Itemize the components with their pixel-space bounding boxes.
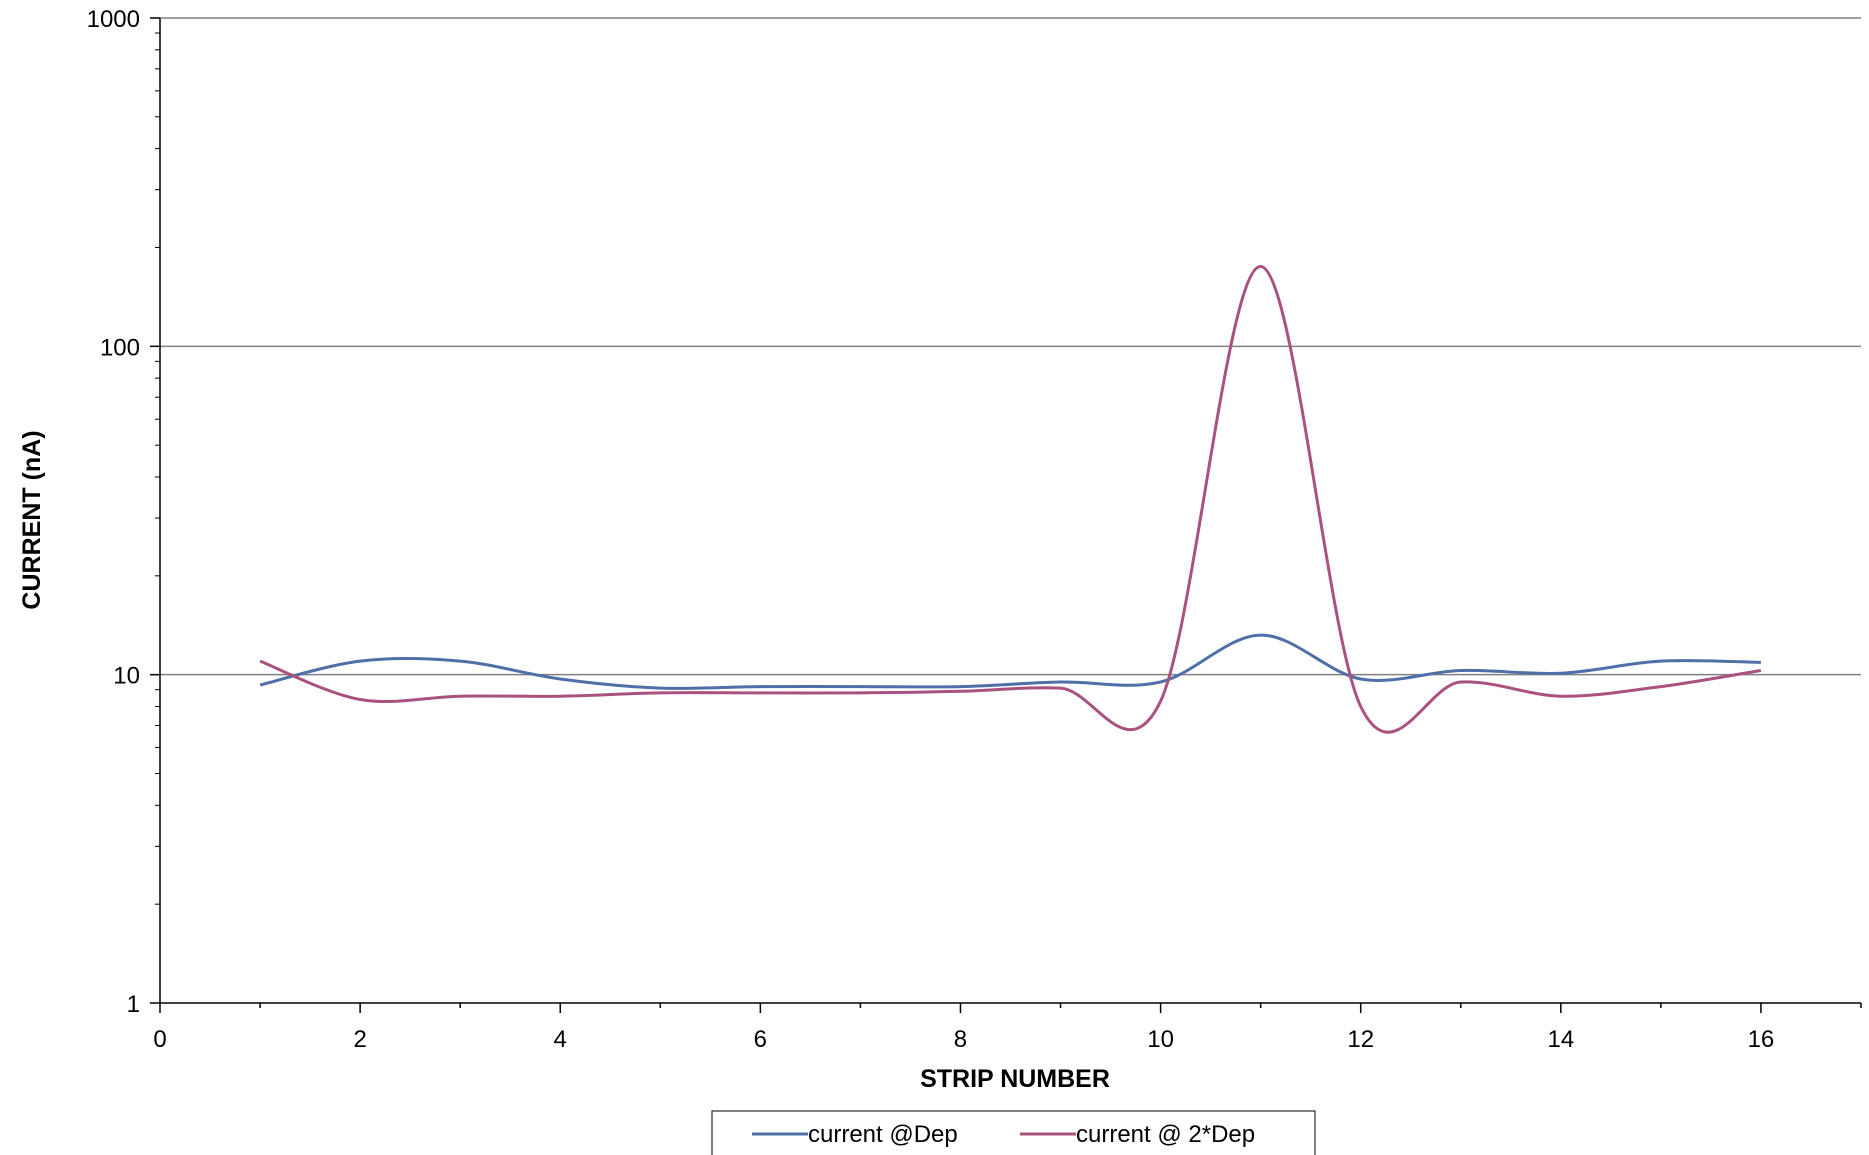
legend-label-current-at-dep: current @Dep bbox=[808, 1121, 958, 1148]
y-tick-label: 1000 bbox=[87, 6, 140, 33]
x-tick-label: 12 bbox=[1347, 1026, 1374, 1053]
legend-label-current-at-2dep: current @ 2*Dep bbox=[1076, 1121, 1255, 1148]
y-tick-label: 10 bbox=[113, 663, 140, 690]
x-tick-label: 14 bbox=[1547, 1026, 1574, 1053]
x-tick-label: 6 bbox=[754, 1026, 767, 1053]
series-line-1 bbox=[259, 264, 1762, 734]
x-tick-label: 16 bbox=[1748, 1026, 1775, 1053]
x-tick-label: 0 bbox=[153, 1026, 166, 1053]
y-tick-label: 1 bbox=[127, 991, 140, 1018]
x-axis-title: STRIP NUMBER bbox=[920, 1065, 1110, 1093]
x-tick-label: 4 bbox=[554, 1026, 567, 1053]
legend: current @Dep current @ 2*Dep bbox=[711, 1110, 1316, 1155]
axes: 1 10 100 1000 0 2 4 6 8 10 12 14 16 bbox=[87, 6, 1862, 1053]
y-axis-title: CURRENT (nA) bbox=[18, 430, 46, 609]
x-tick-label: 8 bbox=[954, 1026, 967, 1053]
x-tick-label: 10 bbox=[1147, 1026, 1174, 1053]
x-tick-label: 2 bbox=[353, 1026, 366, 1053]
y-tick-label: 100 bbox=[100, 334, 140, 361]
series-lines bbox=[259, 264, 1762, 734]
legend-box bbox=[711, 1110, 1316, 1155]
series-line-0 bbox=[259, 633, 1761, 690]
gridlines bbox=[160, 17, 1861, 676]
